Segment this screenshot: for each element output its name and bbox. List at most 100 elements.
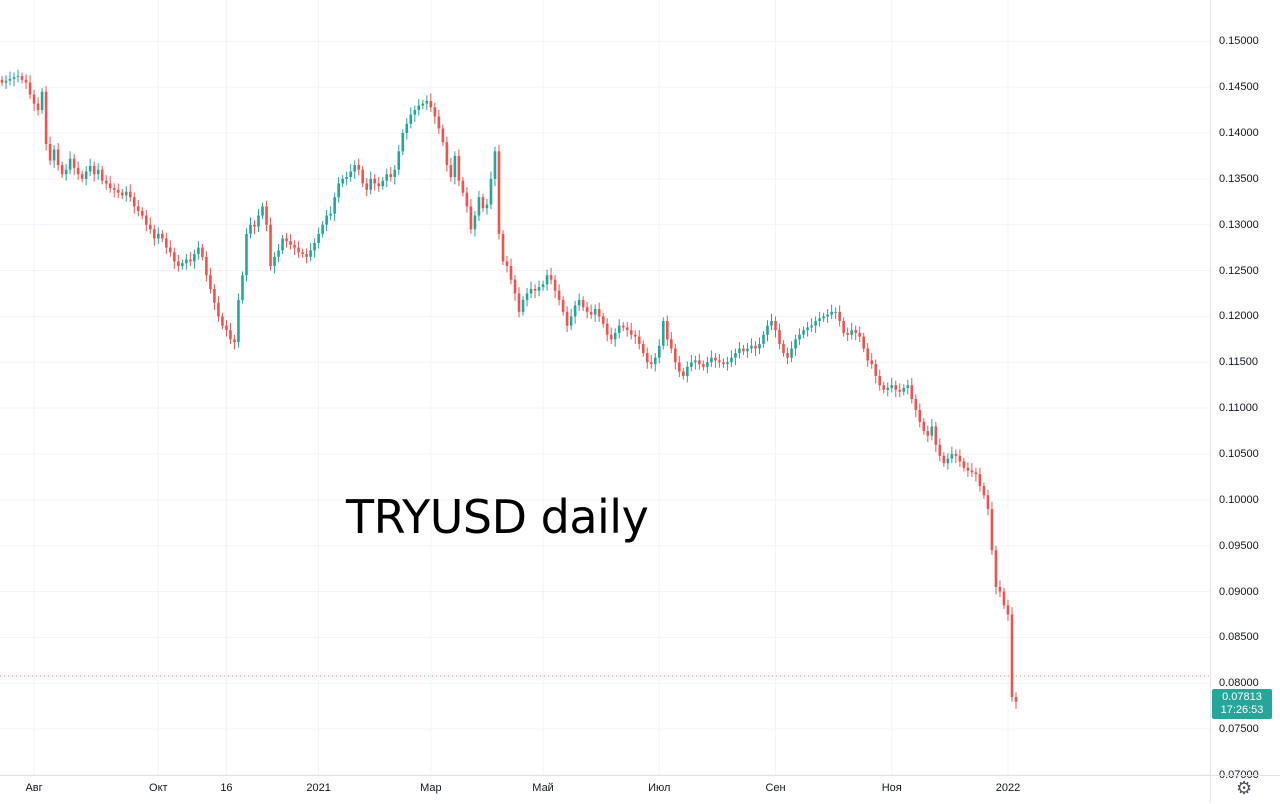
candle-body (241, 275, 244, 300)
candle-body (990, 509, 994, 551)
candlestick-chart[interactable] (0, 0, 1210, 776)
candle-body (898, 389, 902, 392)
candle-body (217, 302, 220, 317)
candle-body (846, 332, 849, 335)
candle-body (870, 360, 874, 365)
candle-body (209, 275, 212, 289)
candle-body (581, 299, 585, 308)
candle-body (4, 80, 8, 83)
candle-body (233, 339, 236, 343)
candle-body (413, 110, 417, 115)
candle-body (858, 332, 861, 337)
candle-body (345, 177, 348, 179)
candle-body (317, 233, 320, 244)
chart-plot-area[interactable]: TRYUSD daily (0, 0, 1210, 776)
candle-body (225, 325, 228, 331)
candle-body (0, 79, 4, 83)
candle-body (814, 321, 817, 326)
candle-body (593, 309, 597, 315)
candle-body (104, 180, 108, 184)
candle-body (666, 321, 669, 340)
candle-body (189, 259, 192, 262)
candle-body (822, 316, 825, 319)
gear-icon[interactable]: ⚙ (1236, 778, 1253, 798)
candle-body (88, 166, 92, 172)
candle-body (938, 444, 942, 456)
candle-body (489, 178, 493, 205)
candle-body (613, 332, 617, 340)
candle-body (16, 76, 20, 78)
candle-body (525, 293, 529, 300)
candle-body (890, 385, 894, 388)
candle-body (309, 250, 312, 257)
candle-body (201, 247, 204, 257)
candle-body (333, 197, 336, 214)
candle-body (68, 158, 72, 170)
candle-body (742, 348, 745, 352)
candle-body (958, 455, 962, 462)
candle-body (473, 215, 477, 230)
candle-body (886, 387, 890, 390)
y-tick-label: 0.14000 (1219, 126, 1259, 139)
candle-body (561, 299, 565, 312)
candle-body (517, 293, 521, 312)
candle-body (144, 215, 148, 225)
candle-body (818, 318, 821, 322)
candle-body (950, 453, 954, 459)
candle-body (493, 151, 497, 179)
candle-body (690, 362, 693, 367)
candle-body (982, 486, 986, 496)
candle-body (8, 78, 12, 81)
x-tick-label: Сен (765, 782, 786, 794)
candle-body (293, 244, 296, 248)
candle-body (637, 336, 641, 344)
y-tick-label: 0.10500 (1219, 447, 1259, 460)
y-tick-label: 0.15000 (1219, 35, 1259, 48)
candle-body (617, 325, 621, 333)
candle-body (966, 467, 970, 471)
candle-body (40, 91, 44, 111)
candle-body (597, 309, 601, 317)
candle-body (974, 472, 978, 475)
y-tick-label: 0.12500 (1219, 264, 1259, 277)
candle-body (774, 321, 777, 331)
candle-body (148, 224, 152, 230)
candle-body (393, 169, 397, 178)
candle-body (349, 171, 352, 178)
candle-body (449, 165, 453, 178)
candle-body (56, 149, 60, 166)
candle-body (553, 279, 557, 291)
candle-body (930, 426, 934, 436)
candle-body (894, 385, 898, 390)
candle-body (738, 348, 741, 354)
candle-body (573, 305, 577, 317)
candle-body (501, 233, 505, 262)
x-tick-label: Авг (25, 782, 43, 794)
candle-body (826, 314, 829, 317)
y-tick-label: 0.12000 (1219, 310, 1259, 323)
candle-body (124, 191, 128, 196)
candle-body (32, 94, 36, 104)
candle-body (842, 321, 845, 333)
x-tick-label: Июл (648, 782, 671, 794)
candle-body (694, 360, 697, 363)
candle-body (441, 128, 445, 143)
candle-body (353, 165, 356, 172)
candle-body (874, 364, 878, 377)
candle-body (361, 169, 365, 184)
candle-body (429, 100, 433, 108)
candle-body (24, 79, 28, 83)
candle-body (698, 360, 701, 365)
time-axis[interactable]: Авг Окт 16 2021 Мар Май Июл Сен Ноя 2022 (0, 775, 1210, 804)
candle-body (161, 233, 164, 239)
candle-body (64, 169, 68, 175)
candle-body (854, 330, 857, 333)
candle-body (213, 288, 216, 303)
candle-body (369, 178, 373, 190)
candle-body (702, 364, 705, 367)
candle-body (453, 155, 457, 178)
candle-body (653, 357, 657, 365)
price-axis[interactable]: 0.15000 0.14500 0.14000 0.13500 0.13000 0.125… (1210, 0, 1280, 781)
candle-body (273, 256, 276, 266)
candle-body (545, 275, 549, 285)
